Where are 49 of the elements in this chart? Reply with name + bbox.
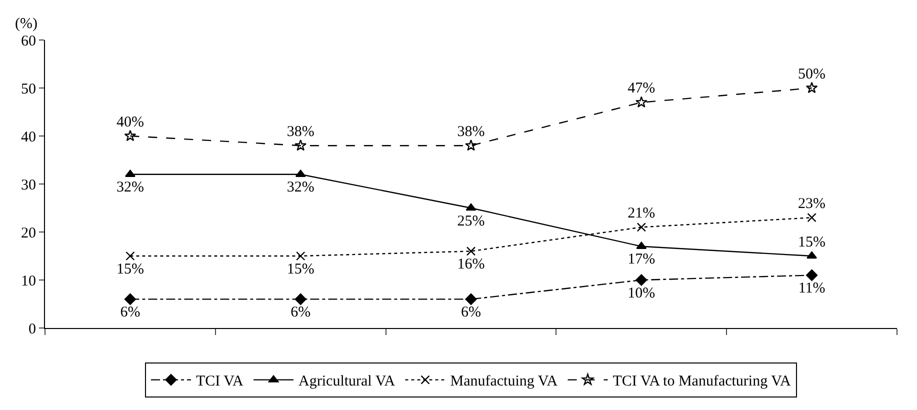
point [465,293,477,305]
point [124,293,136,305]
data-label: 38% [286,124,314,140]
point [635,96,648,108]
y-axis-title: (%) [15,16,38,32]
point [294,293,306,305]
data-label: 15% [798,234,826,250]
point [466,246,476,256]
point [806,269,818,281]
data-label: 6% [290,304,311,320]
data-label: 10% [628,285,656,302]
data-label: 38% [457,124,485,140]
data-label: 17% [628,252,656,268]
y-tick-label: 30 [21,177,36,194]
point [294,139,307,151]
point [296,251,306,261]
point [636,222,646,232]
data-label: 32% [116,180,144,196]
legend-label: TCI VA [196,374,244,390]
point [126,251,135,261]
y-tick-label: 10 [21,273,36,290]
data-label: 16% [457,256,485,272]
legend-label: Agricultural VA [298,374,396,390]
legend-label: TCI VA to Manufacturing VA [612,374,791,390]
data-label: 25% [457,213,485,230]
data-label: 23% [798,196,826,212]
y-tick-label: 40 [21,129,36,146]
y-tick-label: 60 [21,33,36,50]
y-tick-label: 20 [21,225,36,242]
data-label: 21% [628,205,656,222]
data-label: 6% [461,304,481,320]
data-label: 15% [286,261,314,278]
point [466,203,476,211]
data-label: 11% [798,280,826,296]
legend-label: Manufactuing VA [450,374,558,390]
data-label: 47% [628,80,656,97]
point [465,139,477,151]
point [806,82,818,94]
y-tick-label: 50 [21,81,36,98]
data-label: 40% [116,114,144,130]
y-tick-label: 0 [28,321,36,338]
data-label: 32% [286,180,314,196]
data-label: 6% [120,304,140,320]
point [636,274,648,286]
point [806,251,818,259]
point [124,130,136,142]
data-label: 50% [798,66,826,82]
point [807,213,816,222]
data-label: 15% [116,261,144,278]
